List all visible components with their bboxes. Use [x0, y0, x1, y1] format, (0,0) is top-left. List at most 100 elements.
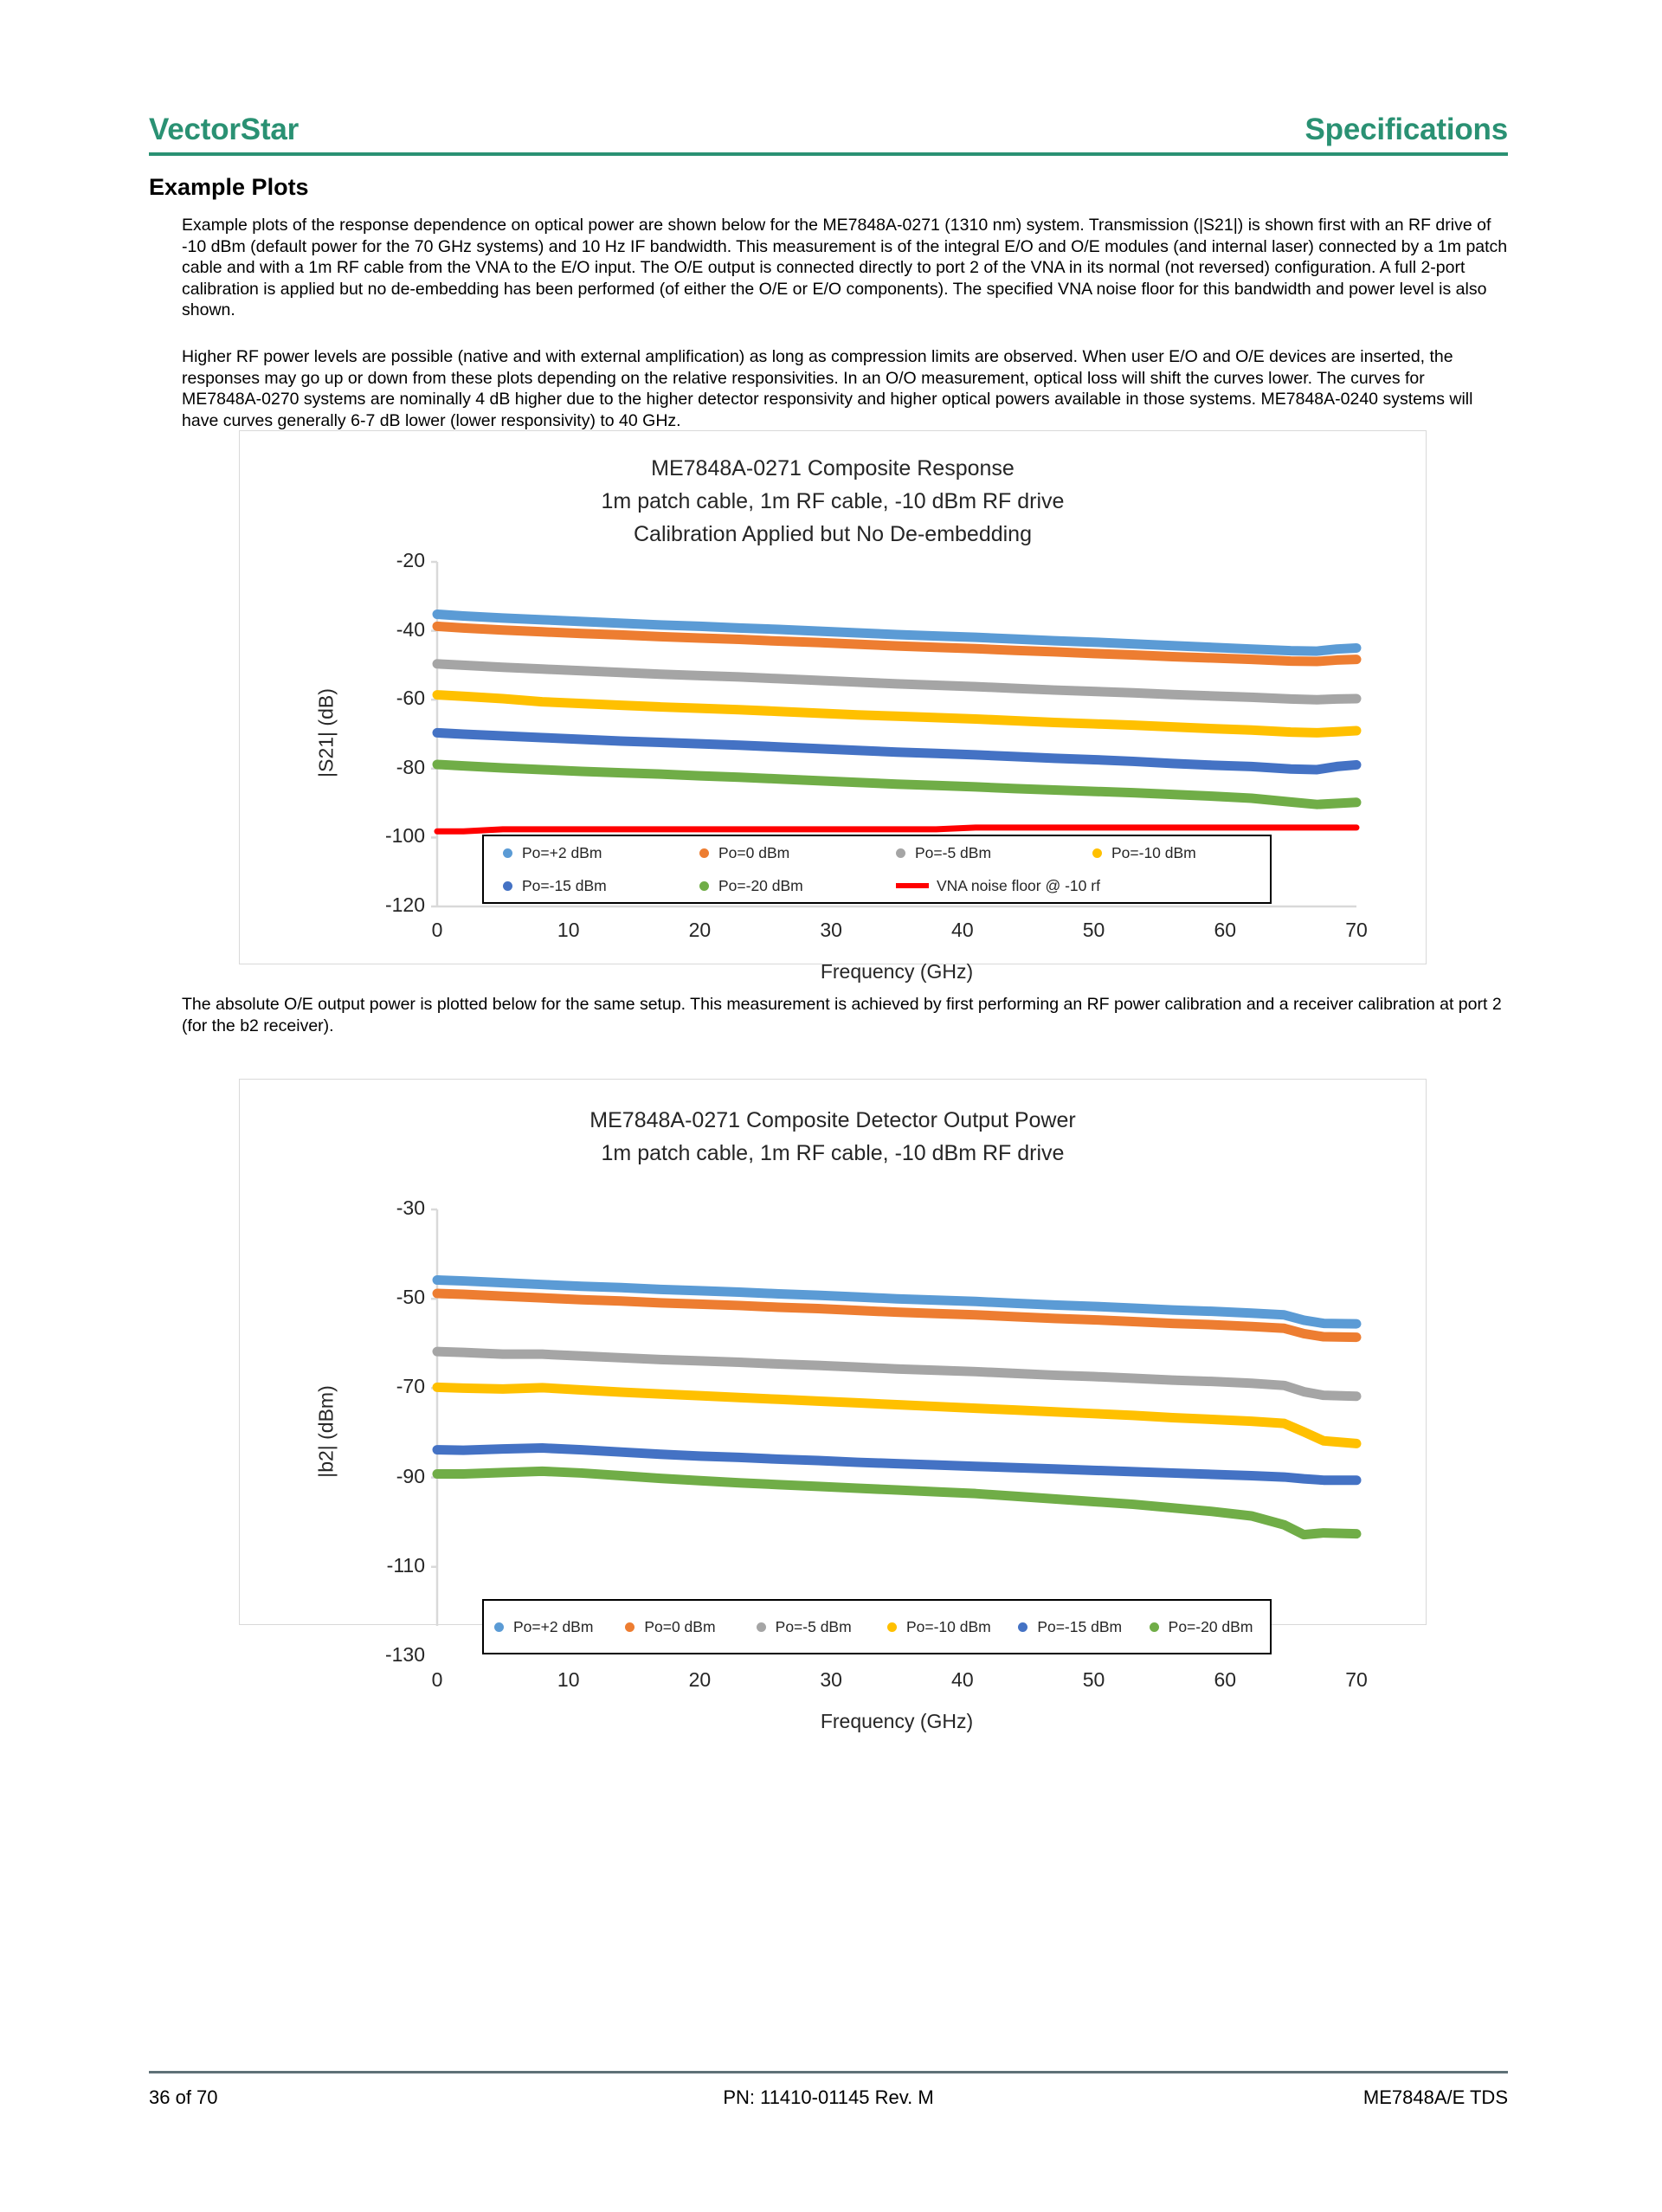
- chart1-title-line3: Calibration Applied but No De-embedding: [633, 522, 1032, 546]
- series-po-5-dbm: [432, 1346, 1362, 1402]
- legend-item-label: Po=-15 dBm: [1037, 1617, 1123, 1635]
- chart1-ytick-0: -20: [396, 549, 425, 571]
- chart2-ytick-3: -90: [396, 1464, 425, 1487]
- chart2-title-block: ME7848A-0271 Composite Detector Output P…: [240, 1104, 1426, 1170]
- chart1-y-axis-label: |S21| (dB): [314, 688, 338, 777]
- series-po-15-dbm: [432, 1443, 1362, 1486]
- paragraph-2: Higher RF power levels are possible (nat…: [182, 347, 1473, 430]
- chart1-ytick-3: -80: [396, 755, 425, 778]
- header-divider: [149, 152, 1508, 156]
- series-po-2-dbm: [432, 609, 1362, 656]
- legend-item[interactable]: Po=-5 dBm: [877, 836, 1073, 869]
- footer-divider: [149, 2071, 1508, 2073]
- series-po-20-dbm: [432, 1466, 1362, 1540]
- legend-item[interactable]: Po=-15 dBm: [484, 869, 680, 902]
- legend-item-label: Po=-10 dBm: [1111, 843, 1196, 861]
- legend-dot-swatch: [756, 1622, 766, 1632]
- chart2-ytick-1: -50: [396, 1286, 425, 1309]
- chart1-xtick-2: 20: [688, 919, 712, 941]
- series-vna-noise-floor-10-rf: [434, 824, 1360, 835]
- chart1-ytick-5: -120: [384, 893, 425, 916]
- chart1-x-axis-label: Frequency (GHz): [820, 960, 974, 983]
- series-po-0-dbm: [432, 1288, 1362, 1343]
- chart2-xtick-3: 30: [820, 1668, 842, 1691]
- legend-line-swatch: [896, 883, 929, 888]
- header-product-title: VectorStar: [149, 113, 300, 146]
- legend-dot-swatch: [1149, 1622, 1159, 1632]
- chart1-ytick-2: -60: [396, 687, 425, 710]
- legend-item-label: VNA noise floor @ -10 rf: [937, 876, 1100, 894]
- header-section-title: Specifications: [1304, 113, 1509, 146]
- legend-item-label: Po=0 dBm: [644, 1617, 716, 1635]
- series-po-20-dbm: [432, 759, 1362, 809]
- chart-composite-response: ME7848A-0271 Composite Response 1m patch…: [239, 430, 1427, 983]
- chart1-plot-area: -20 -40 -60 -80 -100 -120 0 10 20 30 40 50 60 70 |S21|…: [240, 431, 1426, 983]
- chart2-xtick-0: 0: [431, 1668, 443, 1691]
- series-po-10-dbm: [432, 690, 1362, 738]
- legend-item[interactable]: Po=-15 dBm: [1008, 1601, 1138, 1653]
- footer-page-number: 36 of 70: [149, 2086, 218, 2108]
- legend-dot-swatch: [503, 880, 512, 891]
- legend-item-label: Po=0 dBm: [718, 843, 790, 861]
- legend-item-label: Po=-10 dBm: [905, 1617, 991, 1635]
- legend-item[interactable]: Po=-10 dBm: [1073, 836, 1270, 869]
- legend-item[interactable]: Po=-20 dBm: [1139, 1601, 1270, 1653]
- chart1-ytick-4: -100: [384, 824, 425, 848]
- chart2-ytick-5: -130: [384, 1643, 425, 1666]
- legend-item[interactable]: Po=-20 dBm: [680, 869, 877, 902]
- series-po-5-dbm: [432, 659, 1362, 705]
- series-po-10-dbm: [432, 1382, 1362, 1448]
- legend-item[interactable]: Po=+2 dBm: [484, 1601, 615, 1653]
- page-header: VectorStar Specifications: [149, 94, 1508, 147]
- legend-item[interactable]: Po=+2 dBm: [484, 836, 680, 869]
- chart1-xtick-4: 40: [951, 919, 974, 941]
- page-footer: 36 of 70 PN: 11410-01145 Rev. M ME7848A/…: [149, 2083, 1508, 2112]
- series-po-0-dbm: [432, 621, 1362, 667]
- chart2-ytick-4: -110: [386, 1553, 425, 1577]
- paragraph-3: The absolute O/E output power is plotted…: [182, 995, 1502, 1035]
- legend-item-label: Po=-5 dBm: [775, 1617, 852, 1635]
- legend-dot-swatch: [494, 1622, 504, 1632]
- page-title: Example Plots: [149, 174, 309, 200]
- series-po-15-dbm: [432, 727, 1362, 775]
- footer-document-id: ME7848A/E TDS: [1362, 2086, 1508, 2108]
- footer-part-number: PN: 11410-01145 Rev. M: [723, 2086, 934, 2108]
- paragraph-1: Example plots of the response dependence…: [182, 216, 1508, 320]
- legend-item[interactable]: Po=-5 dBm: [746, 1601, 877, 1653]
- chart1-title-line1: ME7848A-0271 Composite Response: [651, 456, 1015, 480]
- chart2-xtick-1: 10: [557, 1668, 580, 1691]
- chart2-ytick-2: -70: [396, 1375, 425, 1398]
- legend-item-label: Po=-20 dBm: [718, 876, 803, 894]
- legend-dot-swatch: [886, 1622, 897, 1632]
- chart2-x-axis-label: Frequency (GHz): [820, 1710, 974, 1732]
- chart2-xtick-7: 70: [1345, 1668, 1368, 1691]
- chart1-xtick-0: 0: [431, 919, 443, 941]
- chart2-y-axis-label: |b2| (dBm): [314, 1385, 338, 1478]
- chart1-xtick-3: 30: [820, 919, 842, 941]
- chart2-title-line2: 1m patch cable, 1m RF cable, -10 dBm RF …: [601, 1141, 1065, 1165]
- legend-item-label: Po=-15 dBm: [522, 876, 607, 894]
- legend-dot-swatch: [625, 1622, 635, 1632]
- chart1-title-block: ME7848A-0271 Composite Response 1m patch…: [240, 452, 1426, 551]
- chart2-xtick-2: 20: [688, 1668, 712, 1691]
- legend-item-label: Po=+2 dBm: [513, 1617, 594, 1635]
- legend-item[interactable]: Po=0 dBm: [680, 836, 877, 869]
- chart1-ytick-1: -40: [396, 617, 425, 641]
- legend-dot-swatch: [699, 880, 709, 891]
- legend-item[interactable]: VNA noise floor @ -10 rf: [877, 869, 1100, 902]
- legend-item[interactable]: Po=0 dBm: [615, 1601, 745, 1653]
- chart-detector-output-power: ME7848A-0271 Composite Detector Output P…: [239, 1079, 1427, 1732]
- chart2-plot-area: -30 -50 -70 -90 -110 -130 0 10 20 30 40 50 60 70 |b2| …: [240, 1080, 1426, 1732]
- legend-item[interactable]: Po=-10 dBm: [877, 1601, 1008, 1653]
- legend-item-label: Po=-20 dBm: [1168, 1617, 1253, 1635]
- chart2-legend: Po=+2 dBm Po=0 dBm Po=-5 dBm Po=-10 dBm Po=-…: [482, 1599, 1272, 1654]
- legend-dot-swatch: [1092, 848, 1102, 858]
- legend-item-label: Po=+2 dBm: [522, 843, 602, 861]
- chart2-xtick-6: 60: [1214, 1668, 1237, 1691]
- chart1-xtick-1: 10: [557, 919, 580, 941]
- chart1-xtick-6: 60: [1214, 919, 1237, 941]
- chart1-legend: Po=+2 dBm Po=0 dBm Po=-5 dBm Po=-10 dBm Po=-…: [482, 835, 1272, 904]
- legend-dot-swatch: [1018, 1622, 1028, 1632]
- chart2-ytick-0: -30: [396, 1196, 425, 1219]
